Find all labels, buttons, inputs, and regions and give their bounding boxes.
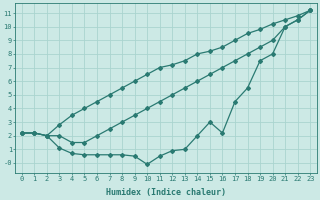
X-axis label: Humidex (Indice chaleur): Humidex (Indice chaleur) xyxy=(106,188,226,197)
